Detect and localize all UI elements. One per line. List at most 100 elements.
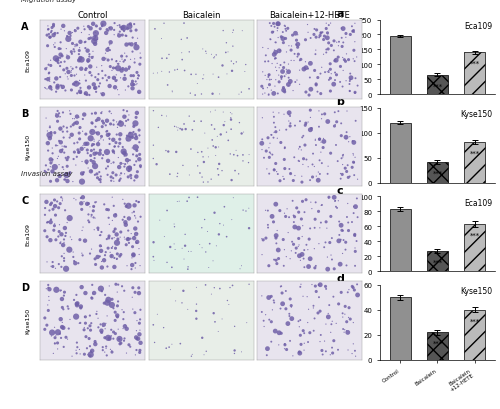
Point [230, 61, 237, 68]
Point [46, 202, 54, 208]
Point [83, 201, 91, 208]
Point [88, 212, 96, 219]
Point [261, 59, 269, 65]
Point [98, 124, 106, 130]
Point [328, 235, 336, 242]
Point [274, 28, 281, 35]
Point [272, 169, 280, 175]
Point [185, 114, 193, 120]
Point [62, 71, 70, 78]
Point [168, 89, 176, 96]
Point [351, 348, 359, 354]
Point [226, 285, 234, 291]
Point [119, 161, 127, 167]
Point [57, 335, 65, 342]
Point [108, 194, 116, 201]
Point [350, 30, 358, 36]
Point [132, 115, 140, 121]
Point [57, 27, 65, 34]
Point [262, 235, 270, 242]
Point [315, 35, 323, 42]
Point [60, 325, 68, 331]
Point [234, 153, 241, 160]
Point [125, 342, 133, 348]
Point [160, 325, 168, 331]
Point [288, 248, 296, 254]
Point [263, 352, 271, 359]
Point [91, 85, 99, 92]
Point [111, 309, 119, 316]
Point [104, 58, 112, 64]
Point [328, 318, 336, 325]
Point [67, 124, 75, 130]
Point [273, 261, 281, 267]
Point [101, 326, 109, 332]
Point [196, 242, 203, 248]
Point [294, 236, 302, 242]
Point [342, 239, 349, 246]
Point [301, 142, 309, 149]
Point [132, 121, 140, 127]
Point [259, 86, 267, 92]
Point [108, 245, 116, 252]
Point [121, 236, 129, 243]
Point [272, 233, 280, 239]
Point [352, 54, 360, 61]
Point [98, 265, 106, 271]
Text: Kyse150: Kyse150 [460, 287, 492, 296]
Point [331, 198, 339, 205]
Point [60, 236, 68, 243]
Point [43, 259, 51, 265]
Point [86, 353, 94, 359]
Point [162, 345, 170, 352]
Point [108, 349, 116, 355]
Point [84, 352, 92, 358]
Point [136, 349, 143, 356]
Point [72, 65, 80, 72]
Point [78, 179, 86, 185]
Point [311, 216, 319, 223]
Text: ***: *** [470, 232, 480, 238]
Point [115, 164, 123, 171]
Point [47, 130, 55, 137]
Point [320, 37, 328, 44]
Point [70, 82, 78, 88]
Point [262, 207, 270, 214]
Point [68, 132, 76, 139]
Point [126, 173, 134, 179]
Point [322, 26, 330, 33]
Point [114, 236, 122, 243]
Point [302, 242, 310, 248]
Point [58, 147, 66, 153]
Point [154, 70, 162, 77]
Point [324, 119, 332, 126]
Point [70, 141, 78, 147]
Point [90, 151, 98, 157]
Point [314, 209, 322, 215]
Point [328, 344, 336, 351]
Point [272, 68, 280, 75]
Point [135, 252, 143, 258]
Point [46, 136, 54, 142]
Point [60, 135, 68, 142]
Point [101, 335, 109, 341]
Point [134, 219, 142, 225]
Point [344, 347, 352, 353]
Point [300, 247, 308, 254]
Point [112, 211, 120, 218]
Point [110, 122, 118, 128]
Point [52, 111, 60, 117]
Bar [464, 310, 485, 360]
Point [174, 125, 182, 132]
Point [208, 91, 216, 98]
Point [122, 220, 130, 226]
Point [202, 51, 210, 58]
Point [242, 62, 250, 69]
Point [136, 331, 143, 338]
Point [273, 228, 281, 234]
Point [282, 49, 290, 56]
Point [294, 32, 302, 39]
Point [336, 232, 344, 238]
Point [331, 122, 339, 128]
Point [60, 144, 68, 151]
